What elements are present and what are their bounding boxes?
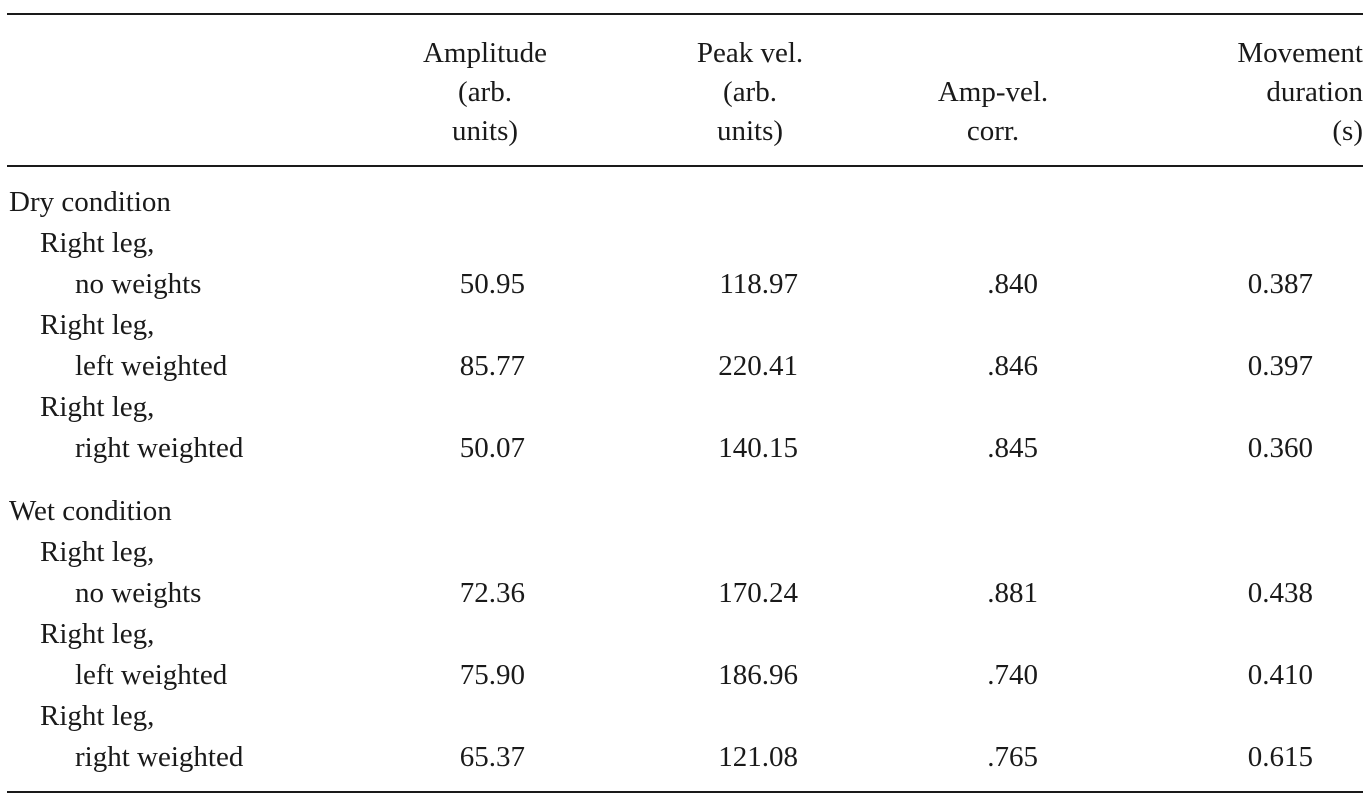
row-label-line2: left weighted	[75, 659, 228, 691]
row-label-line2: no weights	[75, 577, 202, 609]
amp-vel-corr-cell: .840	[987, 268, 1038, 300]
peak-velocity-cell: 170.24	[718, 577, 798, 609]
header-line: duration	[1266, 76, 1363, 108]
amplitude-cell: 72.36	[459, 577, 525, 609]
amplitude-cell: 50.95	[459, 268, 525, 300]
group-label: Dry condition	[9, 186, 171, 218]
header-line: Amplitude	[422, 37, 548, 69]
header-line: (arb.	[458, 76, 512, 108]
header-line: corr.	[966, 115, 1020, 147]
row-label-line1: Right leg,	[40, 536, 155, 568]
header-line: Amp-vel.	[937, 76, 1049, 108]
header-line: units)	[716, 115, 784, 147]
amplitude-cell: 75.90	[459, 659, 525, 691]
amplitude-cell: 85.77	[459, 350, 525, 382]
row-label-line2: left weighted	[75, 350, 228, 382]
table-top-rule	[7, 13, 1363, 15]
peak-velocity-cell: 140.15	[718, 432, 798, 464]
amplitude-cell: 65.37	[459, 741, 525, 773]
peak-velocity-cell: 121.08	[718, 741, 798, 773]
duration-cell: 0.387	[1247, 268, 1313, 300]
row-label-line1: Right leg,	[40, 309, 155, 341]
header-line: Movement	[1237, 37, 1363, 69]
duration-cell: 0.615	[1247, 741, 1313, 773]
peak-velocity-cell: 118.97	[719, 268, 798, 300]
amplitude-cell: 50.07	[459, 432, 525, 464]
row-label-line1: Right leg,	[40, 700, 155, 732]
peak-velocity-cell: 186.96	[718, 659, 798, 691]
duration-cell: 0.410	[1247, 659, 1313, 691]
header-line: units)	[451, 115, 519, 147]
group-label: Wet condition	[9, 495, 172, 527]
column-header-movement-duration: Movement duration (s)	[1163, 34, 1363, 151]
amp-vel-corr-cell: .740	[987, 659, 1038, 691]
duration-cell: 0.438	[1247, 577, 1313, 609]
amp-vel-corr-cell: .845	[987, 432, 1038, 464]
header-line: Peak vel.	[696, 37, 804, 69]
column-header-amp-vel-corr: Amp-vel. corr.	[908, 73, 1078, 151]
row-label-line1: Right leg,	[40, 227, 155, 259]
amp-vel-corr-cell: .846	[987, 350, 1038, 382]
header-line: (arb.	[723, 76, 777, 108]
duration-cell: 0.360	[1247, 432, 1313, 464]
amp-vel-corr-cell: .881	[987, 577, 1038, 609]
amp-vel-corr-cell: .765	[987, 741, 1038, 773]
peak-velocity-cell: 220.41	[718, 350, 798, 382]
row-label-line2: right weighted	[75, 741, 244, 773]
row-label-line1: Right leg,	[40, 618, 155, 650]
row-label-line2: no weights	[75, 268, 202, 300]
column-header-amplitude: Amplitude (arb. units)	[400, 34, 570, 151]
duration-cell: 0.397	[1247, 350, 1313, 382]
header-line: (s)	[1332, 115, 1363, 147]
table-header-rule	[7, 165, 1363, 167]
table-bottom-rule	[7, 791, 1363, 793]
column-header-peak-velocity: Peak vel. (arb. units)	[665, 34, 835, 151]
row-label-line1: Right leg,	[40, 391, 155, 423]
row-label-line2: right weighted	[75, 432, 244, 464]
